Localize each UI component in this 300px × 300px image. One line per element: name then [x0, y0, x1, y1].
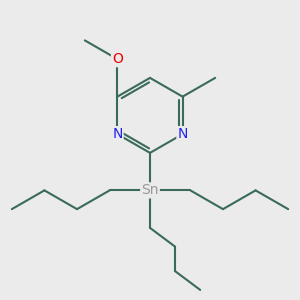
Text: Sn: Sn: [141, 183, 159, 197]
Text: N: N: [112, 127, 123, 141]
Text: N: N: [177, 127, 188, 141]
Text: O: O: [112, 52, 123, 66]
